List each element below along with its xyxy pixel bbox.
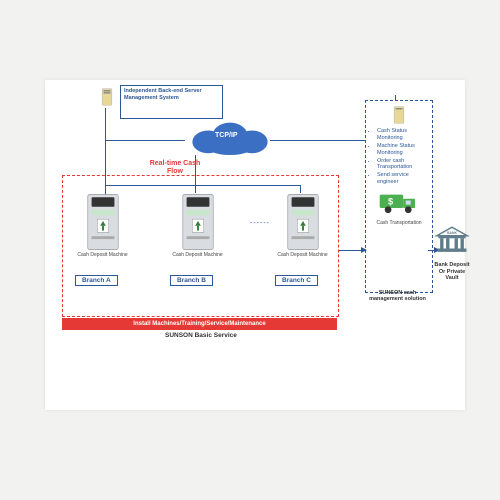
install-bar: Install Machines/Training/Service/Mainte…: [62, 318, 337, 330]
management-list: Cash Status Monitoring Machine Status Mo…: [369, 128, 429, 186]
branch-label: Branch A: [75, 275, 118, 286]
flow-label: Real-time Cash Flow: [145, 160, 205, 175]
mgmt-item: Order cash Transportation: [377, 158, 429, 172]
truck-icon: $ Cash Transportation: [374, 191, 424, 227]
mgmt-item: Cash Status Monitoring: [377, 128, 429, 142]
bank-icon: BANK Bank Deposit Or Private Vault: [433, 225, 471, 282]
machine-label: Cash Deposit Machine: [275, 253, 330, 259]
truck-label: Cash Transportation: [374, 221, 424, 227]
svg-text:$: $: [388, 197, 393, 207]
cloud-label: TCP/IP: [215, 132, 238, 139]
mgmt-server-icon: [392, 106, 406, 124]
mgmt-caption: SUNSON cash management solution: [365, 290, 430, 302]
diagram-canvas: Independent Back-end Server Management S…: [45, 80, 465, 410]
server-management-box: Independent Back-end Server Management S…: [120, 85, 223, 119]
cash-deposit-machine: Cash Deposit Machine: [75, 192, 130, 259]
management-box: Cash Status Monitoring Machine Status Mo…: [365, 100, 433, 293]
branch-label: Branch C: [275, 275, 318, 286]
server-label: Independent Back-end Server Management S…: [124, 88, 202, 101]
basic-service-label: SUNSON Basic Service: [165, 332, 237, 339]
machine-label: Cash Deposit Machine: [170, 253, 225, 259]
bank-label: Bank Deposit Or Private Vault: [433, 262, 471, 282]
ellipsis-dots: ------: [250, 220, 270, 227]
mgmt-item: Send service engineer: [377, 172, 429, 186]
cash-deposit-machine: Cash Deposit Machine: [275, 192, 330, 259]
cash-deposit-machine: Cash Deposit Machine: [170, 192, 225, 259]
server-icon: [100, 88, 114, 106]
machine-label: Cash Deposit Machine: [75, 253, 130, 259]
mgmt-item: Machine Status Monitoring: [377, 143, 429, 157]
svg-text:BANK: BANK: [447, 231, 457, 235]
branch-label: Branch B: [170, 275, 213, 286]
